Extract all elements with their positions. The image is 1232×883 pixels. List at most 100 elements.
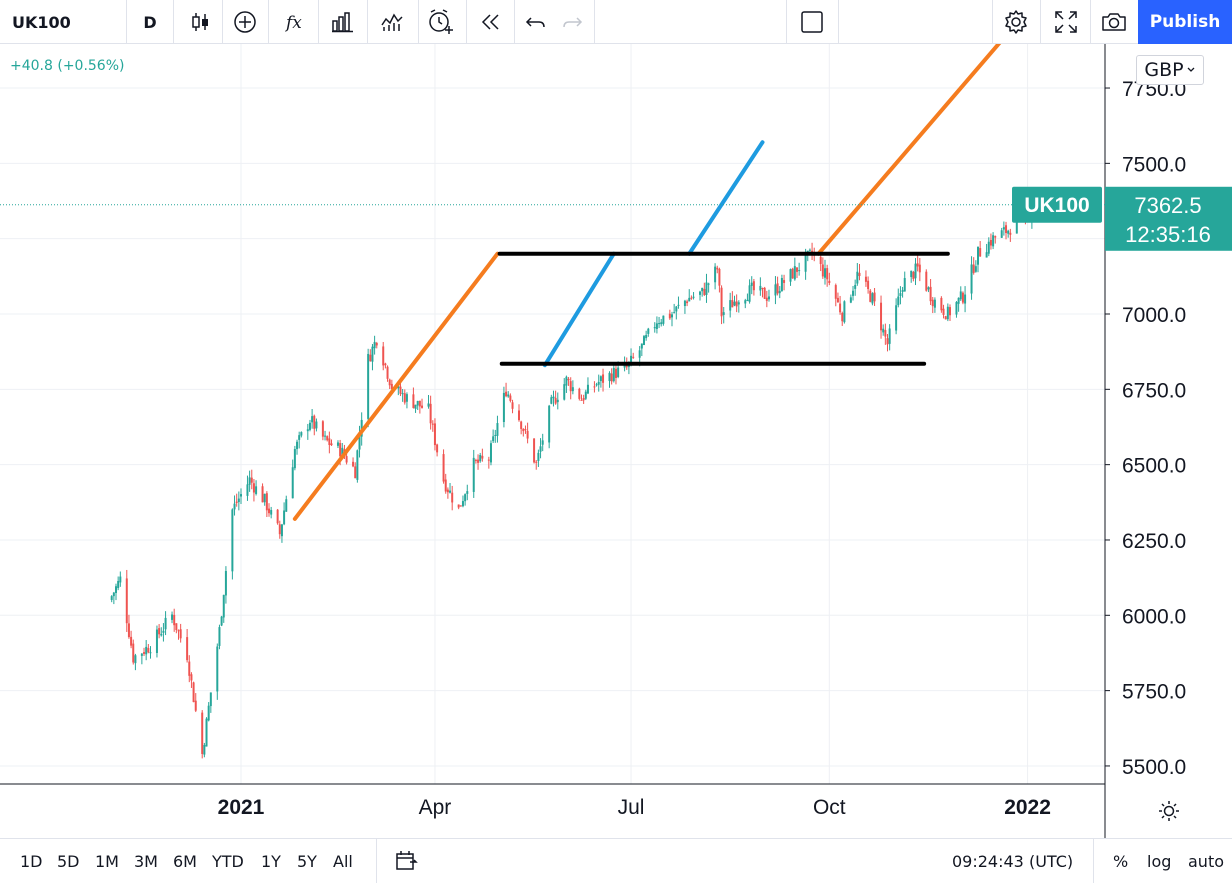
utc-clock[interactable]: 09:24:43 (UTC): [952, 851, 1074, 871]
candle-body: [569, 381, 572, 392]
redo-button[interactable]: [554, 0, 590, 44]
candle-body: [655, 323, 658, 329]
candle-body: [925, 271, 928, 291]
add-indicator-button[interactable]: [226, 0, 264, 44]
candle-body: [677, 304, 680, 306]
candle-body: [994, 236, 997, 238]
price-change: +40.8 (+0.56%): [10, 58, 125, 74]
range-all[interactable]: All: [333, 851, 353, 871]
interval-button[interactable]: D: [143, 12, 157, 32]
candle: [278, 520, 281, 539]
candle: [957, 297, 960, 312]
candle-body: [630, 355, 633, 363]
range-3m[interactable]: 3M: [134, 851, 158, 871]
alert-button[interactable]: [422, 0, 460, 44]
candle-body: [502, 392, 505, 423]
candle: [946, 303, 949, 322]
indicators-button[interactable]: fx: [276, 0, 314, 44]
undo-button[interactable]: [518, 0, 554, 44]
chart-grid: [0, 44, 1105, 784]
candlestick-series: [110, 196, 1040, 759]
percent-toggle[interactable]: %: [1113, 851, 1129, 871]
price-scale[interactable]: 7750.07500.07250.07000.06750.06500.06250…: [1105, 78, 1186, 779]
blue-trendline-2[interactable]: [687, 140, 765, 256]
candle: [841, 311, 844, 326]
range-5d[interactable]: 5D: [57, 851, 80, 871]
candle-body: [647, 328, 650, 334]
candle-body: [880, 302, 883, 331]
candle: [375, 341, 378, 349]
templates-button[interactable]: [324, 0, 362, 44]
layout-button[interactable]: [792, 0, 832, 44]
currency-select[interactable]: GBP: [1136, 55, 1204, 85]
range-ytd[interactable]: YTD: [212, 851, 244, 871]
orange-trendline-1[interactable]: [292, 251, 500, 521]
auto-toggle[interactable]: auto: [1188, 851, 1225, 871]
range-5y[interactable]: 5Y: [297, 851, 317, 871]
scale-settings-button[interactable]: [1105, 784, 1232, 837]
candle-body: [821, 264, 824, 277]
candle-body: [912, 271, 915, 279]
candle: [940, 296, 943, 313]
candle-body: [765, 297, 768, 301]
candle: [977, 246, 980, 273]
candle: [306, 423, 309, 440]
candle: [783, 274, 786, 291]
snapshot-button[interactable]: [1093, 0, 1135, 44]
compare-button[interactable]: [374, 0, 412, 44]
log-toggle[interactable]: log: [1147, 851, 1172, 871]
candle-body: [927, 287, 930, 290]
candle: [548, 404, 551, 449]
candle: [270, 506, 273, 519]
candle: [522, 428, 525, 437]
candle: [188, 655, 191, 683]
range-1y[interactable]: 1Y: [261, 851, 281, 871]
candle-body: [942, 308, 945, 315]
candle-body: [699, 291, 702, 295]
orange-trendline-2[interactable]: [816, 44, 1013, 256]
candle-body: [729, 300, 732, 311]
range-1d[interactable]: 1D: [20, 851, 43, 871]
chart-area[interactable]: 7750.07500.07250.07000.06750.06500.06250…: [0, 44, 1232, 838]
drawings-layer[interactable]: [292, 44, 1013, 521]
candle: [186, 629, 189, 663]
candle: [373, 335, 376, 355]
candle: [673, 303, 676, 314]
chevron-down-icon: [1187, 67, 1195, 72]
candle: [660, 318, 663, 327]
candle: [140, 652, 143, 665]
candle-body: [778, 290, 781, 294]
candle: [405, 392, 408, 409]
time-scale[interactable]: 2021 Apr Jul Oct 2022: [218, 796, 1051, 819]
goto-date-button[interactable]: [395, 839, 419, 883]
candle: [686, 299, 689, 307]
candle-body: [270, 510, 273, 515]
candle-body: [578, 388, 581, 399]
range-6m[interactable]: 6M: [173, 851, 197, 871]
candle: [565, 375, 568, 393]
candle-body: [985, 252, 988, 258]
chart-type-button[interactable]: [181, 0, 219, 44]
settings-button[interactable]: [996, 0, 1036, 44]
candle: [276, 508, 279, 525]
settings-icon: [1005, 10, 1027, 34]
publish-button[interactable]: Publish: [1138, 0, 1232, 44]
candle-body: [336, 442, 339, 446]
replay-button[interactable]: [472, 0, 510, 44]
candle: [852, 285, 855, 301]
symbol-search[interactable]: UK100: [12, 12, 71, 32]
candle: [535, 460, 538, 470]
fullscreen-button[interactable]: [1046, 0, 1086, 44]
candle: [972, 257, 975, 275]
blue-trendline-1[interactable]: [542, 251, 616, 368]
candle: [880, 295, 883, 339]
candle-body: [268, 508, 271, 514]
candle: [127, 614, 130, 639]
candle: [927, 286, 930, 293]
candle-body: [252, 483, 255, 493]
time-label: Oct: [813, 796, 846, 819]
fullscreen-icon: [1055, 11, 1077, 33]
range-1m[interactable]: 1M: [95, 851, 119, 871]
candle-body: [315, 421, 318, 429]
candle-body: [671, 314, 673, 318]
